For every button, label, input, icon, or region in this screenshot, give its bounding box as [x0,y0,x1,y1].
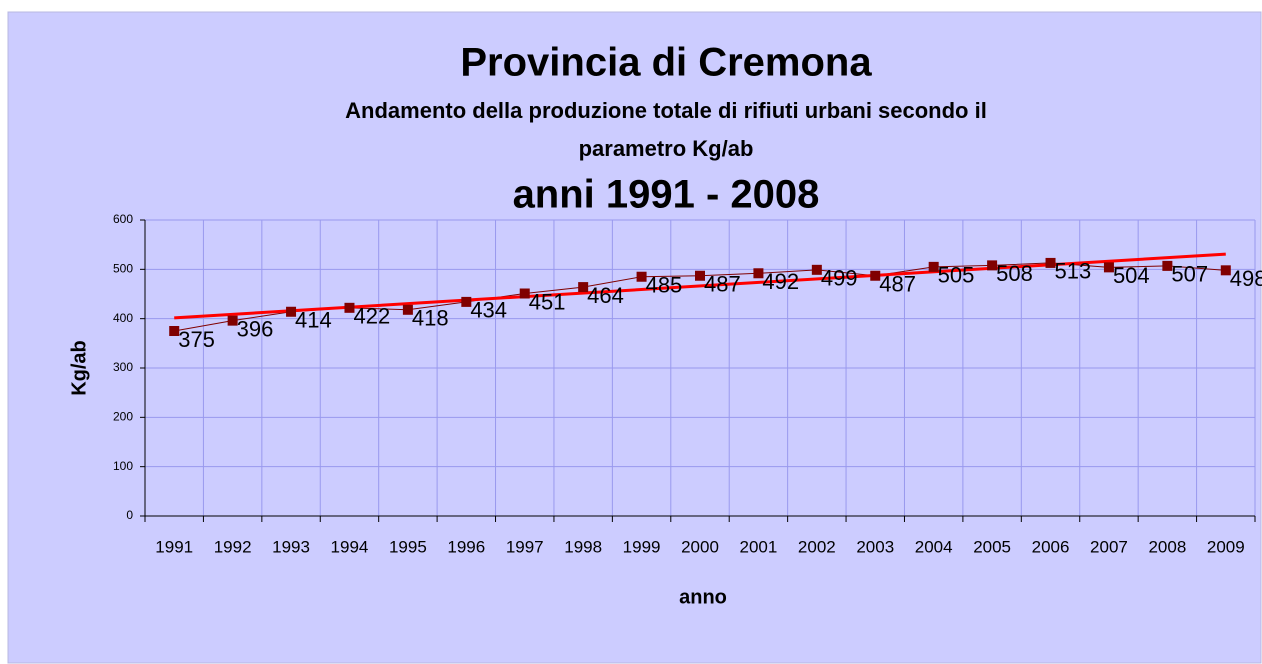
marker [519,288,530,299]
data-label: 487 [879,272,916,297]
y-tick-label: 400 [113,311,133,325]
x-tick-label: 1992 [214,537,252,556]
data-label: 451 [529,289,566,314]
x-axis-title: anno [679,586,727,608]
marker [578,282,589,293]
data-label: 507 [1171,262,1208,287]
y-tick-label: 600 [113,212,133,226]
marker [753,268,764,279]
data-label: 396 [237,316,274,341]
marker [461,296,472,307]
x-tick-label: 1991 [155,537,193,556]
marker [1103,262,1114,273]
x-tick-label: 2003 [856,537,894,556]
x-tick-label: 1993 [272,537,310,556]
chart-subtitle: Andamento della produzione totale di rif… [345,98,987,123]
x-tick-label: 2009 [1207,537,1245,556]
y-tick-label: 100 [113,459,133,473]
chart-period: anni 1991 - 2008 [513,173,820,217]
x-tick-label: 1996 [447,537,485,556]
marker [1045,257,1056,268]
marker [870,270,881,281]
data-label: 375 [178,327,215,352]
x-tick-label: 1999 [623,537,661,556]
x-tick-label: 1994 [331,537,369,556]
x-tick-label: 2005 [973,537,1011,556]
x-tick-label: 2008 [1148,537,1186,556]
data-label: 464 [587,283,624,308]
data-label: 499 [821,266,858,291]
data-label: 508 [996,261,1033,286]
marker [344,302,355,313]
x-tick-label: 2004 [915,537,953,556]
data-label: 487 [704,272,741,297]
y-tick-label: 0 [126,508,133,522]
x-tick-label: 1995 [389,537,427,556]
marker [286,306,297,317]
data-label: 504 [1113,263,1150,288]
data-label: 414 [295,308,332,333]
data-label: 505 [938,263,975,288]
data-label: 434 [470,298,507,323]
x-tick-label: 2007 [1090,537,1128,556]
y-tick-label: 500 [113,262,133,276]
x-tick-label: 1998 [564,537,602,556]
x-tick-label: 2001 [740,537,778,556]
data-label: 418 [412,306,449,331]
data-label: 422 [353,304,390,329]
data-label: 498 [1230,266,1262,291]
marker [1162,260,1173,271]
y-tick-label: 300 [113,360,133,374]
marker [695,270,705,281]
data-label: 492 [762,269,799,294]
y-axis-title: Kg/ab [68,340,90,396]
marker [169,326,180,336]
marker [402,304,413,315]
marker [227,315,238,326]
marker [636,271,647,282]
x-tick-label: 2000 [681,537,719,556]
data-label: 485 [646,273,683,298]
chart-title: Provincia di Cremona [460,41,872,85]
y-tick-label: 200 [113,410,133,424]
chart-subtitle: parametro Kg/ab [579,136,754,161]
marker [928,261,939,272]
marker [987,260,998,271]
x-tick-label: 1997 [506,537,544,556]
marker [1220,265,1231,276]
x-tick-label: 2002 [798,537,836,556]
x-tick-label: 2006 [1032,537,1070,556]
data-label: 513 [1055,259,1092,284]
marker [811,264,822,275]
